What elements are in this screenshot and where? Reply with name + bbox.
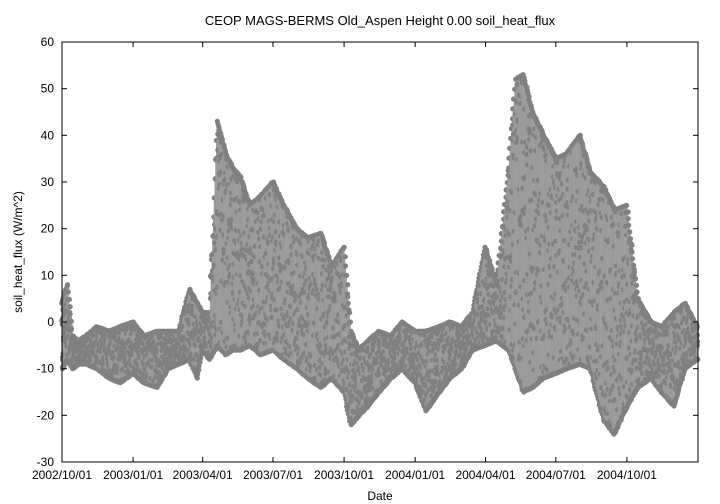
data-point	[196, 367, 202, 373]
data-point	[64, 282, 71, 288]
data-point	[67, 304, 73, 310]
data-point	[194, 375, 200, 381]
data-point	[345, 282, 351, 288]
chart-title: CEOP MAGS-BERMS Old_Aspen Height 0.00 so…	[205, 13, 556, 28]
data-point	[196, 363, 202, 369]
data-point	[66, 296, 72, 302]
data-point	[345, 300, 351, 306]
data-point	[67, 311, 73, 317]
data-point	[198, 355, 204, 361]
data-point	[347, 319, 353, 325]
data-point	[65, 289, 71, 295]
data-point	[342, 263, 349, 269]
data-point	[68, 326, 75, 332]
data-point	[68, 318, 74, 324]
data-point	[343, 272, 350, 278]
data-point	[341, 244, 347, 250]
data-points	[59, 72, 701, 437]
data-point	[344, 291, 351, 297]
data-point	[195, 371, 201, 377]
data-point	[347, 310, 353, 316]
data-point	[342, 254, 348, 260]
